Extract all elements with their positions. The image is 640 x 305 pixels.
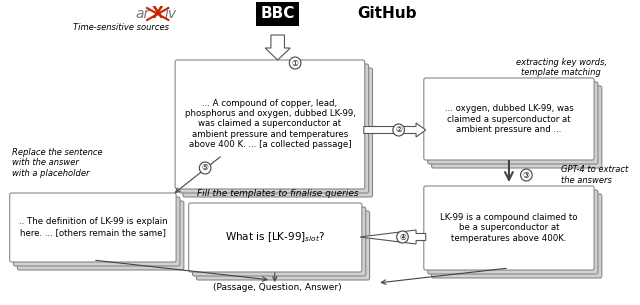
- Text: LK-99 is a compound claimed to
be a superconductor at
temperatures above 400K.: LK-99 is a compound claimed to be a supe…: [440, 213, 578, 243]
- Text: What is [LK-99]$_{slot}$?: What is [LK-99]$_{slot}$?: [225, 230, 324, 244]
- Text: Time-sensitive sources: Time-sensitive sources: [72, 23, 168, 33]
- Polygon shape: [360, 230, 426, 244]
- FancyBboxPatch shape: [189, 203, 362, 272]
- Text: Replace the sentence
with the answer
with a placeholder: Replace the sentence with the answer wit…: [12, 148, 102, 178]
- FancyBboxPatch shape: [10, 193, 176, 262]
- Text: ... A compound of copper, lead,
phosphorus and oxygen, dubbed LK-99,
was claimed: ... A compound of copper, lead, phosphor…: [184, 99, 355, 149]
- Text: GitHub: GitHub: [357, 6, 417, 21]
- Circle shape: [520, 169, 532, 181]
- Text: ⑤: ⑤: [202, 163, 209, 173]
- Circle shape: [393, 124, 404, 136]
- FancyBboxPatch shape: [424, 78, 594, 160]
- Circle shape: [289, 57, 301, 69]
- Text: ③: ③: [523, 170, 530, 180]
- Text: iv: iv: [164, 7, 177, 21]
- Polygon shape: [265, 35, 291, 60]
- Text: Fill the templates to finalise queries: Fill the templates to finalise queries: [197, 188, 358, 198]
- Polygon shape: [364, 123, 426, 137]
- FancyBboxPatch shape: [183, 68, 372, 197]
- Circle shape: [199, 162, 211, 174]
- Text: BBC: BBC: [260, 6, 295, 21]
- Text: X: X: [152, 6, 164, 21]
- Text: ①: ①: [292, 59, 298, 67]
- FancyBboxPatch shape: [428, 82, 598, 164]
- FancyBboxPatch shape: [193, 207, 365, 276]
- Text: (Passage, Question, Answer): (Passage, Question, Answer): [213, 284, 342, 292]
- FancyBboxPatch shape: [17, 201, 184, 270]
- FancyBboxPatch shape: [431, 86, 602, 168]
- FancyBboxPatch shape: [196, 211, 370, 280]
- FancyBboxPatch shape: [428, 190, 598, 274]
- Circle shape: [397, 231, 408, 243]
- Text: ④: ④: [399, 232, 406, 242]
- FancyBboxPatch shape: [424, 186, 594, 270]
- FancyBboxPatch shape: [179, 64, 369, 193]
- Text: ... oxygen, dubbed LK-99, was
claimed a superconductor at
ambient pressure and .: ... oxygen, dubbed LK-99, was claimed a …: [445, 104, 573, 134]
- FancyBboxPatch shape: [13, 197, 180, 266]
- Text: extracting key words,
template matching: extracting key words, template matching: [516, 58, 607, 77]
- FancyBboxPatch shape: [431, 194, 602, 278]
- Text: GPT-4 to extract
the answers: GPT-4 to extract the answers: [561, 165, 628, 185]
- Text: ②: ②: [396, 125, 402, 135]
- Text: ar: ar: [136, 7, 150, 21]
- Text: .. The definition of LK-99 is explain
here. ... [others remain the same]: .. The definition of LK-99 is explain he…: [19, 217, 167, 237]
- FancyBboxPatch shape: [175, 60, 365, 189]
